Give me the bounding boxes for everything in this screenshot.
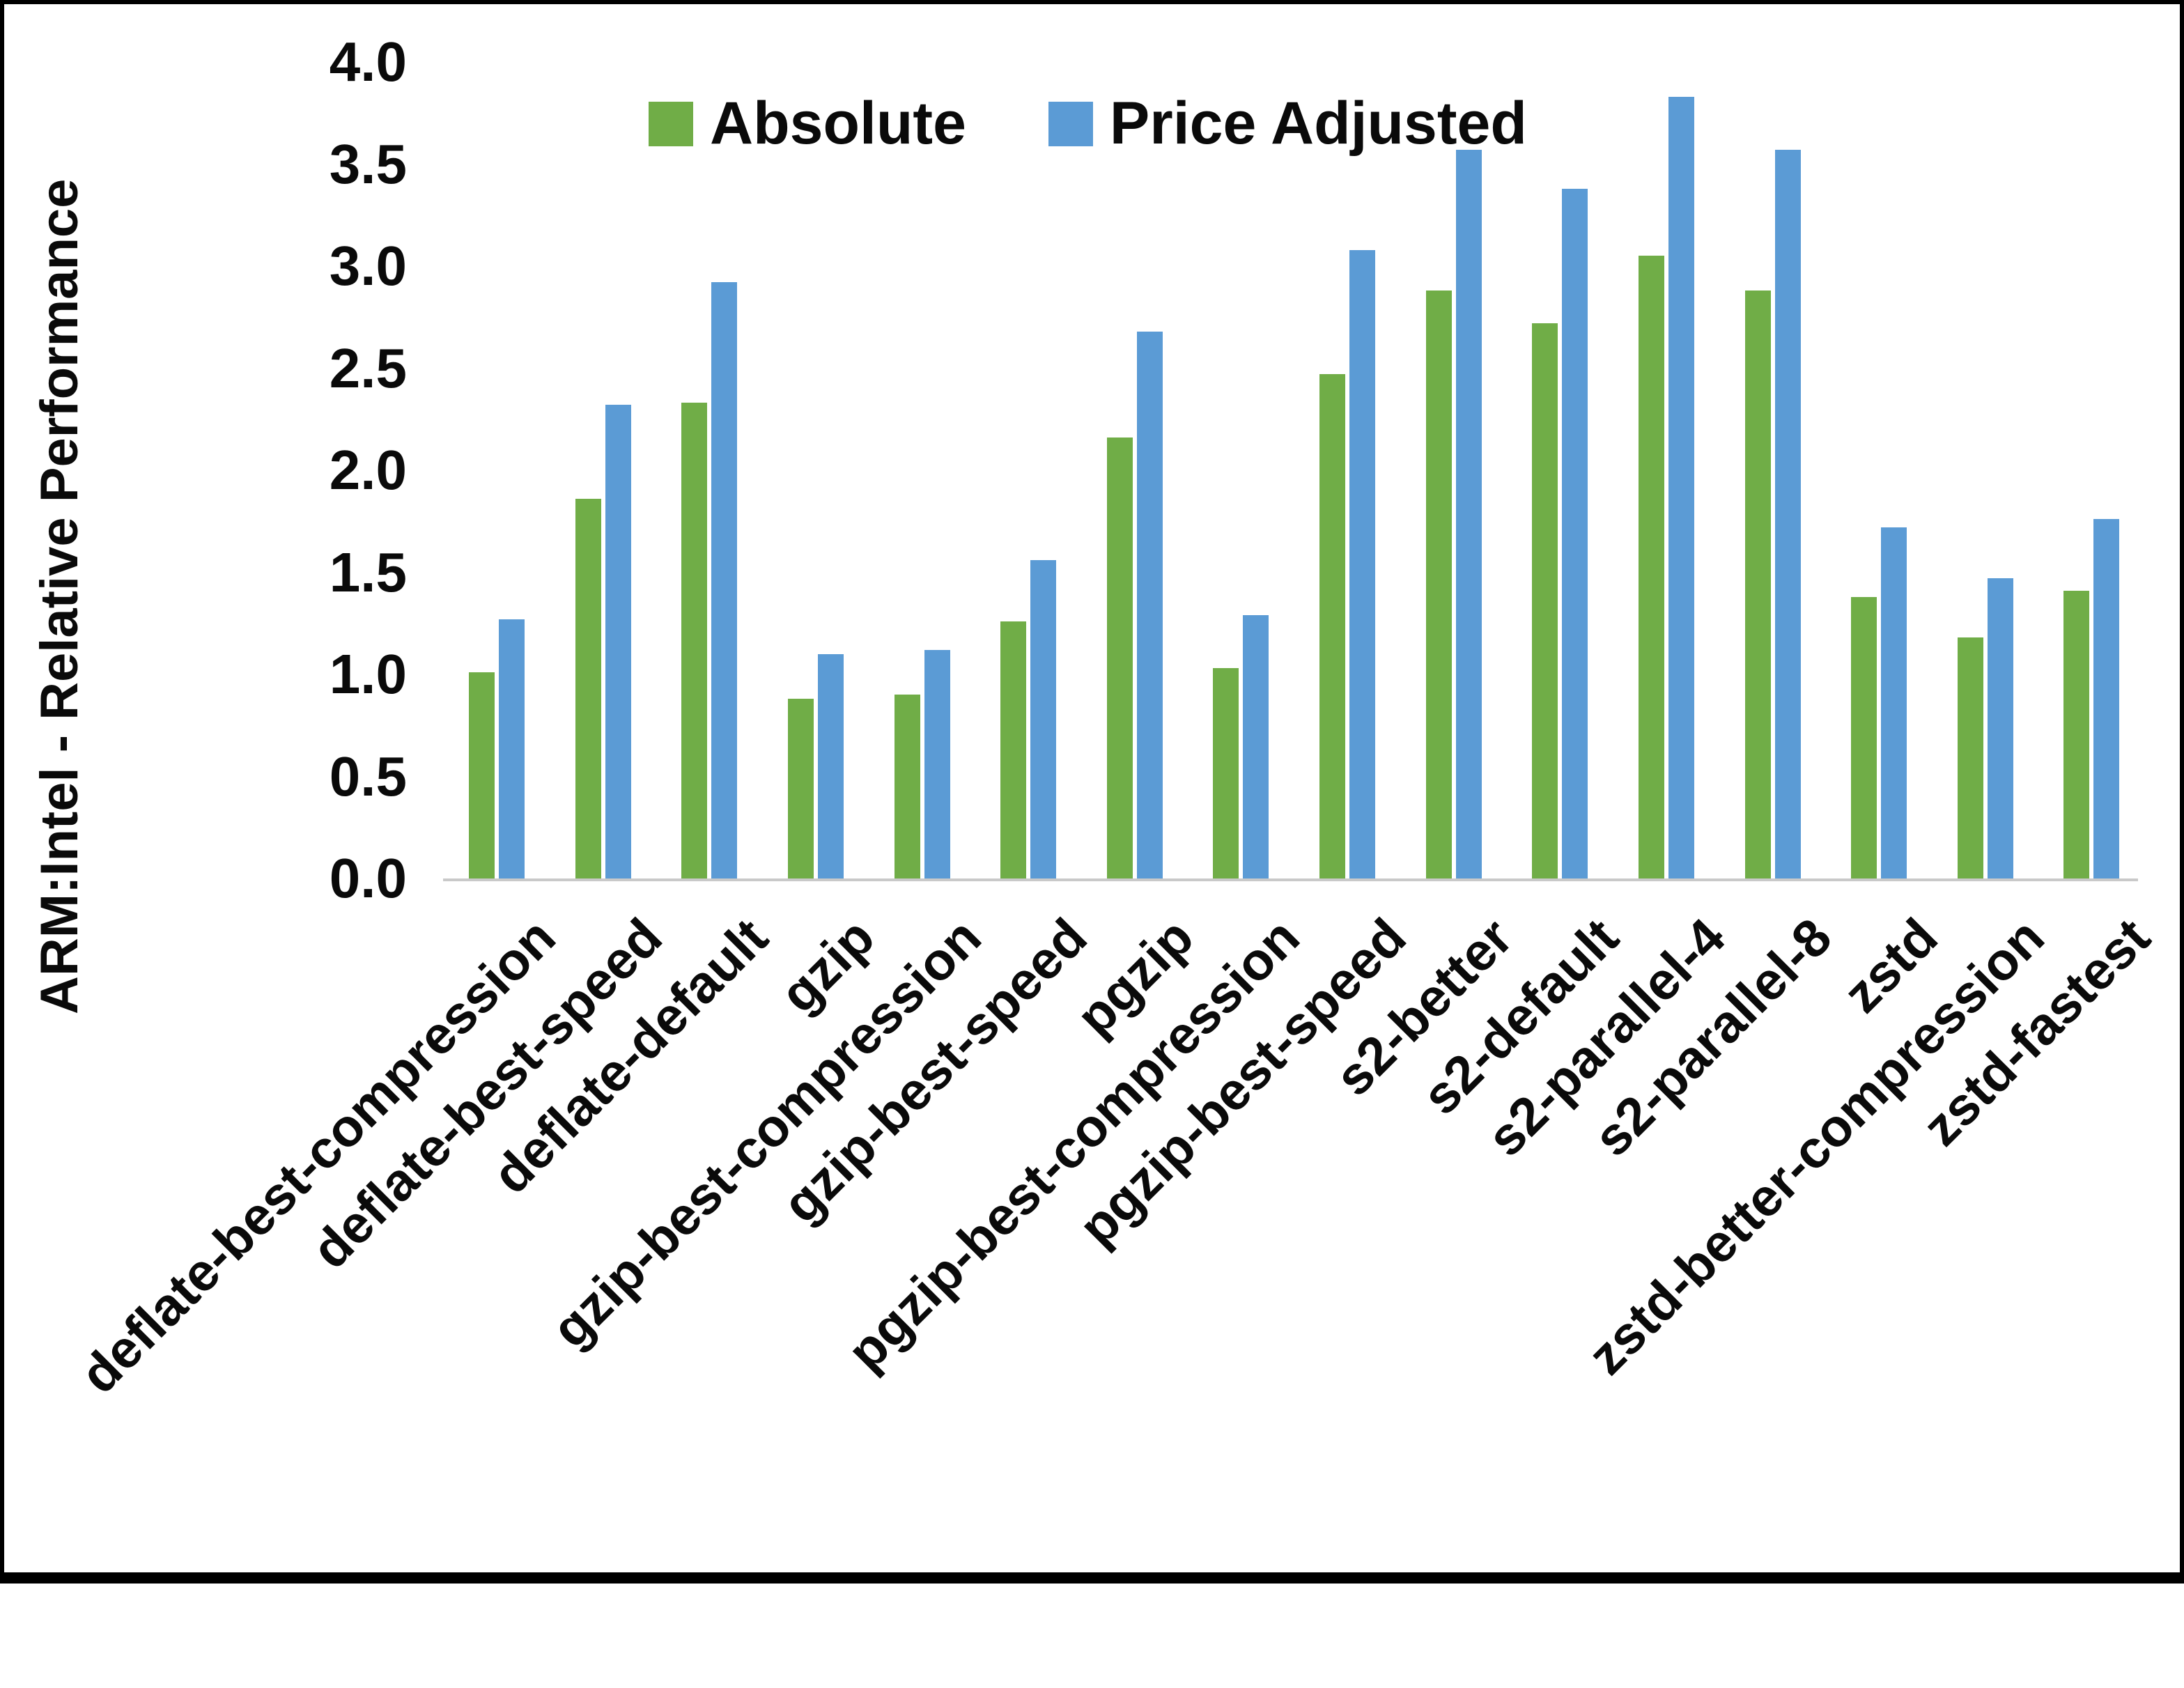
bar-absolute-deflate-default bbox=[681, 403, 708, 878]
bar-price-adjusted-gzip bbox=[817, 653, 844, 878]
legend-item-absolute: Absolute bbox=[649, 89, 966, 158]
bar-absolute-gzip bbox=[787, 699, 814, 878]
bar-price-adjusted-s2-default bbox=[1562, 188, 1588, 878]
bar-absolute-gzip-best-compression bbox=[894, 695, 920, 878]
bar-absolute-deflate-best-speed bbox=[575, 499, 601, 878]
bar-chart: ARM:Intel - Relative Performance Absolut… bbox=[4, 4, 2184, 1572]
bar-absolute-zstd-fastest bbox=[2063, 590, 2090, 878]
y-axis-title: ARM:Intel - Relative Performance bbox=[30, 178, 89, 1014]
bar-price-adjusted-zstd-fastest bbox=[2093, 519, 2120, 878]
bar-absolute-gzip-best-speed bbox=[1000, 621, 1027, 878]
bar-absolute-pgzip bbox=[1106, 438, 1133, 878]
bar-price-adjusted-gzip-best-compression bbox=[924, 649, 950, 878]
y-tick-label: 4.0 bbox=[329, 31, 407, 93]
bar-price-adjusted-pgzip bbox=[1136, 331, 1163, 878]
bar-price-adjusted-deflate-default bbox=[711, 282, 738, 878]
y-tick-label: 2.5 bbox=[329, 336, 407, 399]
bar-price-adjusted-gzip-best-speed bbox=[1030, 559, 1057, 878]
y-tick-label: 3.5 bbox=[329, 132, 407, 195]
bar-price-adjusted-s2-parallel-4 bbox=[1668, 96, 1694, 878]
legend-item-price-adjusted: Price Adjusted bbox=[1048, 89, 1527, 158]
bar-price-adjusted-s2-parallel-8 bbox=[1774, 149, 1801, 878]
bar-price-adjusted-deflate-best-speed bbox=[605, 405, 631, 878]
bar-absolute-pgzip-best-compression bbox=[1213, 668, 1239, 878]
legend-label-absolute: Absolute bbox=[710, 90, 966, 157]
bar-price-adjusted-pgzip-best-speed bbox=[1349, 249, 1376, 878]
bar-absolute-s2-better bbox=[1425, 291, 1452, 878]
legend: Absolute Price Adjusted bbox=[649, 89, 1590, 158]
bar-absolute-zstd bbox=[1851, 596, 1877, 878]
price-adjusted-swatch-icon bbox=[1048, 101, 1093, 146]
y-tick-label: 0.5 bbox=[329, 745, 407, 807]
y-tick-label: 1.5 bbox=[329, 541, 407, 603]
y-tick-label: 2.0 bbox=[329, 439, 407, 501]
bar-absolute-s2-default bbox=[1532, 323, 1558, 878]
bar-absolute-zstd-better-compression bbox=[1957, 637, 1983, 878]
bar-price-adjusted-zstd-better-compression bbox=[1987, 578, 2013, 878]
bar-price-adjusted-pgzip-best-compression bbox=[1243, 615, 1269, 878]
bar-price-adjusted-s2-better bbox=[1455, 149, 1482, 878]
x-axis-line bbox=[443, 878, 2138, 881]
y-tick-label: 1.0 bbox=[329, 643, 407, 705]
legend-label-price-adjusted: Price Adjusted bbox=[1109, 90, 1527, 157]
bar-price-adjusted-deflate-best-compression bbox=[499, 619, 525, 878]
bar-absolute-s2-parallel-8 bbox=[1744, 291, 1771, 878]
absolute-swatch-icon bbox=[649, 101, 693, 146]
y-tick-label: 3.0 bbox=[329, 235, 407, 297]
bar-absolute-s2-parallel-4 bbox=[1638, 256, 1664, 878]
chart-page: { "colors": { "absolute": "#70ad47", "pr… bbox=[0, 0, 2184, 1584]
y-tick-label: 0.0 bbox=[329, 847, 407, 909]
bar-price-adjusted-zstd bbox=[1881, 527, 1907, 878]
bar-absolute-deflate-best-compression bbox=[469, 672, 495, 878]
bar-absolute-pgzip-best-speed bbox=[1319, 374, 1346, 878]
